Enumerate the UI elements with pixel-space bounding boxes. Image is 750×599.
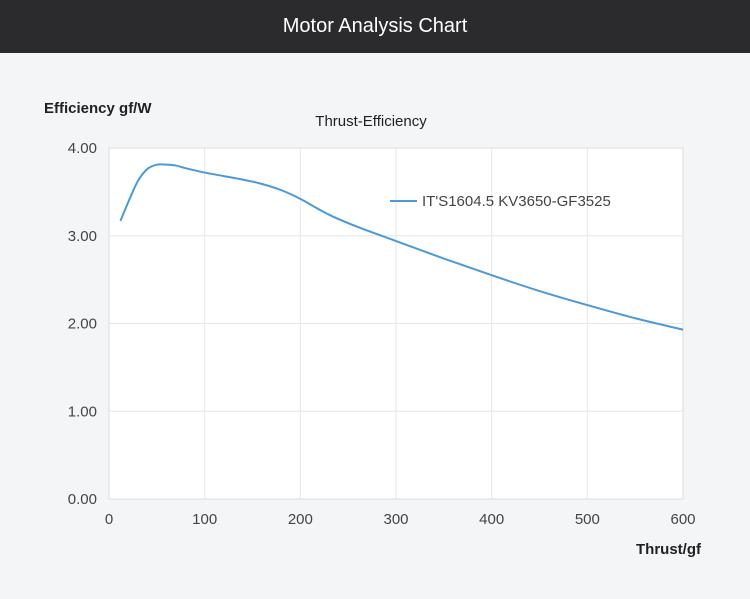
- x-tick-label: 600: [670, 511, 695, 528]
- x-tick-label: 100: [192, 511, 217, 528]
- y-axis-label: Efficiency gf/W: [44, 100, 152, 117]
- x-tick-label: 500: [575, 511, 600, 528]
- y-tick-label: 0.00: [68, 491, 97, 508]
- x-tick-label: 400: [479, 511, 504, 528]
- page-title: Motor Analysis Chart: [282, 15, 468, 37]
- y-tick-label: 2.00: [68, 316, 97, 333]
- y-tick-label: 4.00: [68, 140, 97, 157]
- legend-label: IT'S1604.5 KV3650-GF3525: [422, 193, 611, 210]
- chart-title: Thrust-Efficiency: [315, 113, 427, 130]
- x-tick-label: 200: [288, 511, 313, 528]
- y-tick-label: 1.00: [68, 403, 97, 420]
- series-line: [119, 163, 684, 331]
- x-tick-label: 300: [383, 511, 408, 528]
- header-bar: Motor Analysis Chart: [0, 0, 750, 53]
- x-axis-label: Thrust/gf: [636, 541, 701, 558]
- y-tick-label: 3.00: [68, 228, 97, 245]
- x-tick-label: 0: [105, 511, 113, 528]
